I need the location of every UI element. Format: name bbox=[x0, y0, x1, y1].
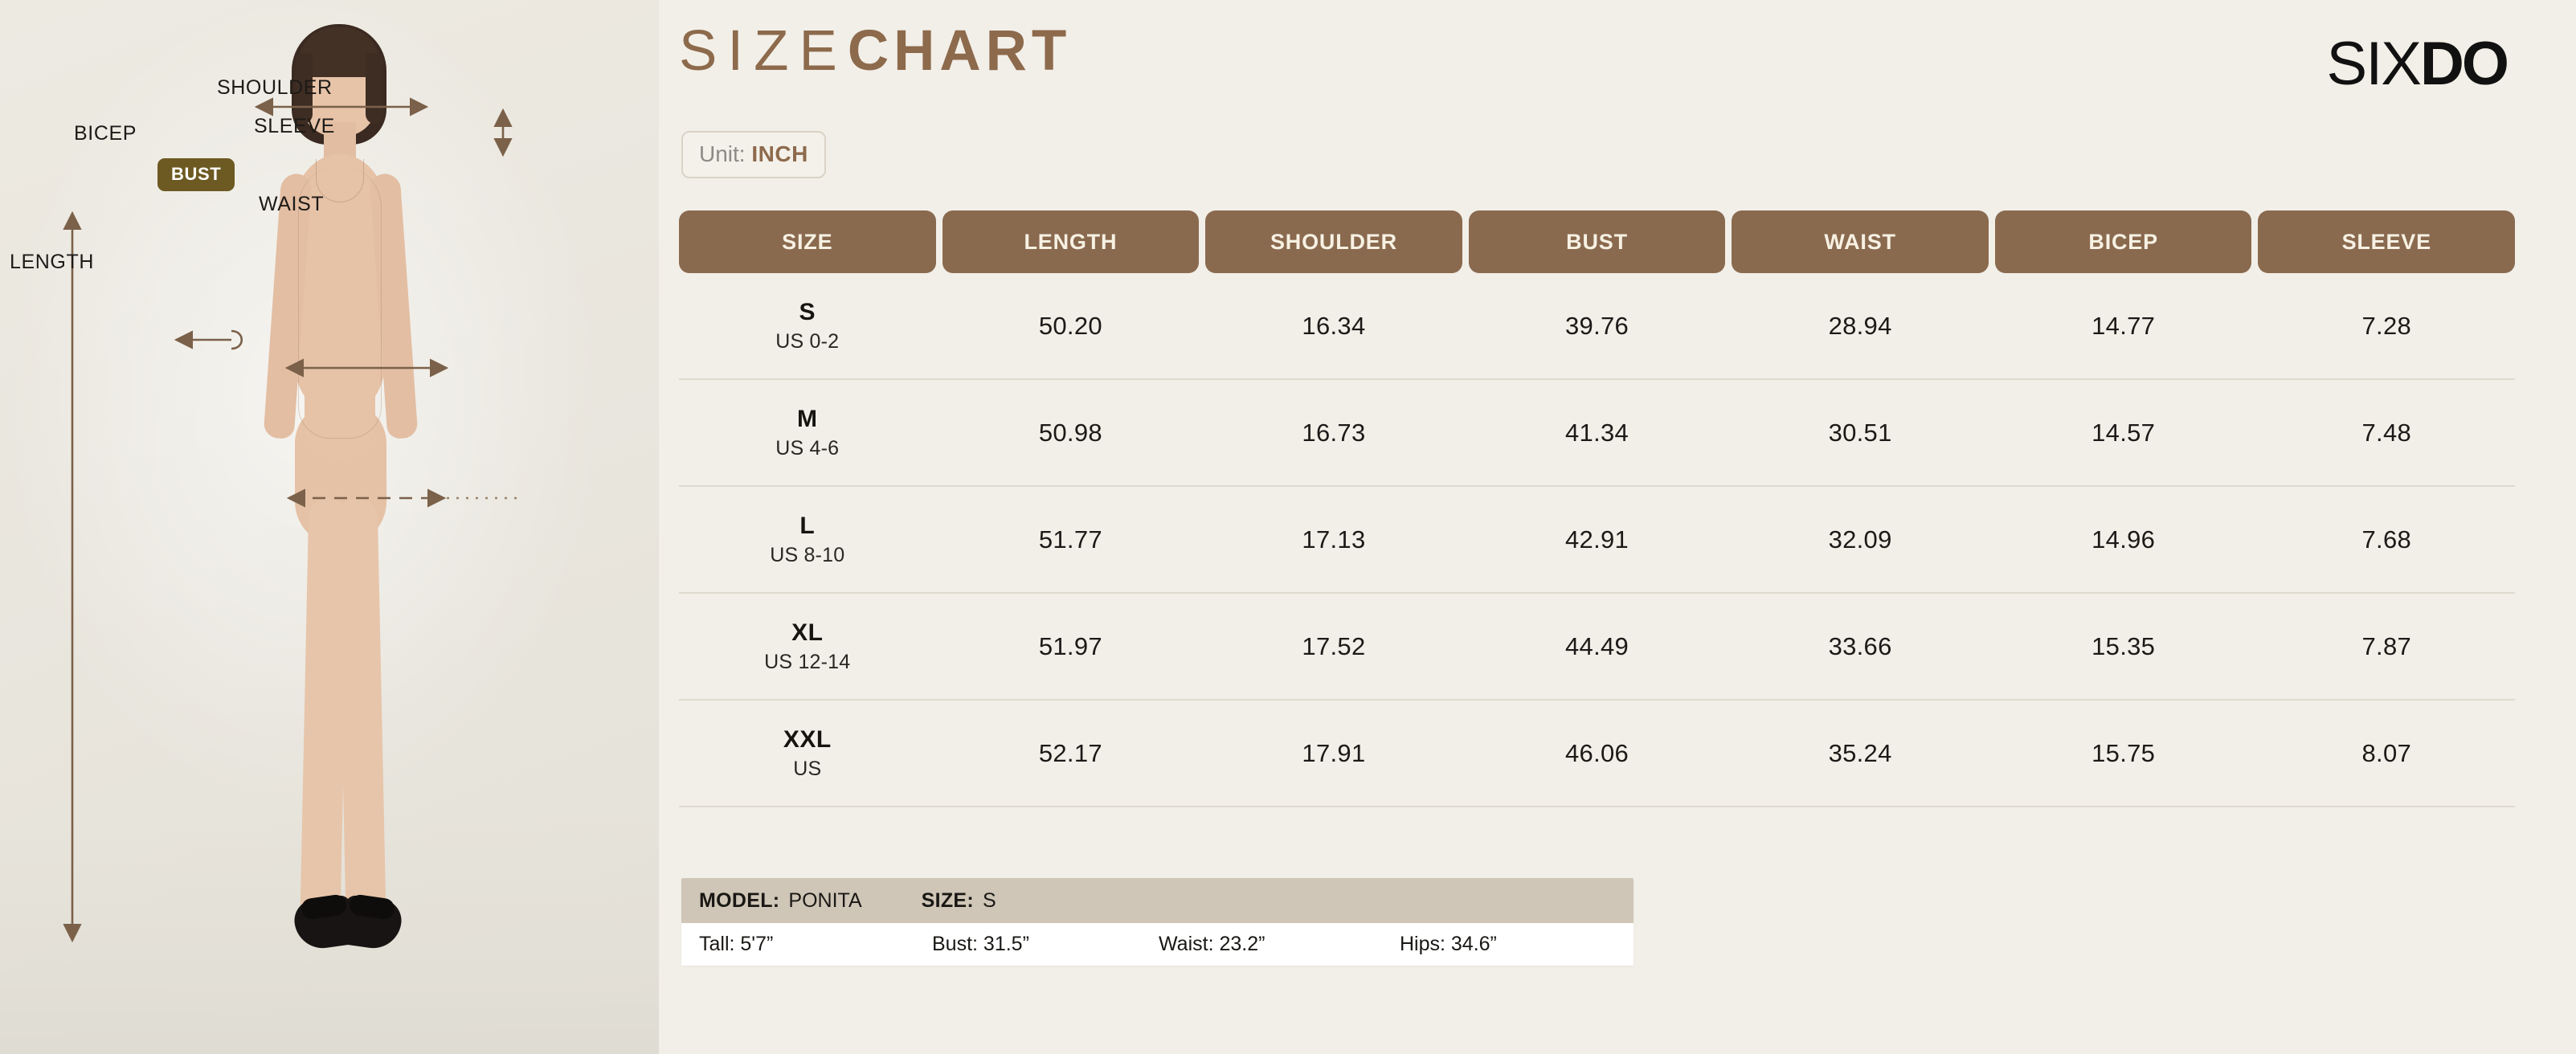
column-header-bicep: BICEP bbox=[1994, 210, 2252, 273]
size-us: US 4-6 bbox=[775, 436, 840, 460]
cell-sleeve: 7.87 bbox=[2361, 631, 2412, 660]
cell-length: 50.20 bbox=[1038, 311, 1102, 340]
model-waist: Waist: 23.2” bbox=[1159, 933, 1266, 955]
size-label: XL bbox=[791, 619, 824, 646]
cell-bicep: 14.96 bbox=[2091, 525, 2156, 554]
model-leg-right bbox=[337, 497, 386, 917]
label-length: LENGTH bbox=[10, 251, 95, 273]
cell-waist: 35.24 bbox=[1828, 738, 1892, 767]
cell-shoulder: 17.13 bbox=[1302, 525, 1366, 554]
model-label: MODEL: bbox=[699, 889, 780, 912]
cell-length: 52.17 bbox=[1038, 738, 1102, 767]
size-us: US 12-14 bbox=[764, 650, 851, 673]
model-name: PONITA bbox=[788, 889, 862, 912]
cell-bicep: 14.77 bbox=[2091, 311, 2156, 340]
table-header-row: SIZE LENGTH SHOULDER BUST WAIST BICEP SL… bbox=[679, 210, 2516, 273]
table-row: L US 8-10 51.77 17.13 42.91 32.09 14.96 … bbox=[679, 487, 2515, 594]
cell-bust: 42.91 bbox=[1564, 525, 1629, 554]
cell-length: 51.97 bbox=[1038, 631, 1102, 660]
column-header-bust: BUST bbox=[1468, 210, 1726, 273]
model-size-label: SIZE: bbox=[921, 889, 975, 912]
cell-waist: 28.94 bbox=[1828, 311, 1892, 340]
model-hips: Hips: 34.6” bbox=[1400, 933, 1497, 955]
cell-length: 50.98 bbox=[1038, 418, 1102, 447]
unit-label: Unit: bbox=[699, 141, 746, 166]
cell-size: M US 4-6 bbox=[679, 406, 936, 460]
size-label: M bbox=[797, 405, 818, 432]
size-us: US bbox=[793, 757, 822, 780]
cell-length: 51.77 bbox=[1038, 525, 1102, 554]
column-header-waist: WAIST bbox=[1732, 210, 1989, 273]
page-title: SIZECHART bbox=[679, 22, 1071, 80]
chart-content: SIZECHART Unit: INCH SIXDO SIZE LENGTH S… bbox=[659, 0, 2576, 1054]
cell-size: L US 8-10 bbox=[679, 513, 936, 567]
logo-six: SIX bbox=[2326, 30, 2422, 98]
unit-value: INCH bbox=[751, 141, 808, 166]
model-size-value: S bbox=[983, 889, 996, 912]
label-shoulder: SHOULDER bbox=[217, 76, 333, 99]
cell-sleeve: 8.07 bbox=[2361, 738, 2412, 767]
cell-bust: 39.76 bbox=[1564, 311, 1629, 340]
logo-do: DO bbox=[2420, 30, 2509, 98]
column-header-length: LENGTH bbox=[942, 210, 1200, 273]
table-row: S US 0-2 50.20 16.34 39.76 28.94 14.77 7… bbox=[679, 273, 2515, 380]
size-table: SIZE LENGTH SHOULDER BUST WAIST BICEP SL… bbox=[679, 210, 2516, 807]
cell-shoulder: 17.52 bbox=[1302, 631, 1366, 660]
column-header-shoulder: SHOULDER bbox=[1205, 210, 1462, 273]
model-tall: Tall: 5'7” bbox=[699, 933, 774, 955]
model-neckline-outline bbox=[316, 159, 364, 202]
cell-bust: 46.06 bbox=[1564, 738, 1629, 767]
model-info-box: MODEL: PONITA SIZE: S Tall: 5'7” Bust: 3… bbox=[681, 878, 1634, 966]
model-measurements: Tall: 5'7” Bust: 31.5” Waist: 23.2” Hips… bbox=[681, 923, 1634, 966]
size-us: US 0-2 bbox=[775, 329, 840, 353]
model-photo-panel: SHOULDER SLEEVE BICEP BUST WAIST LENGTH bbox=[0, 0, 659, 1054]
table-row: M US 4-6 50.98 16.73 41.34 30.51 14.57 7… bbox=[679, 380, 2515, 487]
cell-bust: 44.49 bbox=[1564, 631, 1629, 660]
cell-shoulder: 16.34 bbox=[1302, 311, 1366, 340]
title-size: SIZE bbox=[679, 19, 848, 83]
cell-size: S US 0-2 bbox=[679, 299, 936, 353]
size-label: S bbox=[799, 298, 816, 325]
cell-size: XL US 12-14 bbox=[679, 619, 936, 674]
label-sleeve: SLEEVE bbox=[254, 115, 335, 137]
cell-shoulder: 16.73 bbox=[1302, 418, 1366, 447]
sixdo-logo: SIXDO bbox=[2327, 34, 2510, 95]
cell-waist: 30.51 bbox=[1828, 418, 1892, 447]
cell-sleeve: 7.48 bbox=[2361, 418, 2412, 447]
model-bust: Bust: 31.5” bbox=[932, 933, 1029, 955]
cell-waist: 32.09 bbox=[1828, 525, 1892, 554]
size-label: L bbox=[799, 512, 816, 539]
table-row: XXL US 52.17 17.91 46.06 35.24 15.75 8.0… bbox=[679, 701, 2515, 807]
cell-bust: 41.34 bbox=[1564, 418, 1629, 447]
label-bicep: BICEP bbox=[74, 122, 137, 145]
cell-bicep: 15.75 bbox=[2091, 738, 2156, 767]
label-waist: WAIST bbox=[259, 193, 325, 215]
cell-sleeve: 7.68 bbox=[2361, 525, 2412, 554]
model-info-header: MODEL: PONITA SIZE: S bbox=[681, 878, 1634, 923]
cell-sleeve: 7.28 bbox=[2361, 311, 2412, 340]
cell-waist: 33.66 bbox=[1828, 631, 1892, 660]
title-chart: CHART bbox=[847, 19, 1072, 83]
label-bust: BUST bbox=[157, 158, 235, 191]
cell-shoulder: 17.91 bbox=[1302, 738, 1366, 767]
cell-bicep: 14.57 bbox=[2091, 418, 2156, 447]
size-us: US 8-10 bbox=[770, 543, 845, 566]
size-label: XXL bbox=[783, 725, 832, 753]
cell-bicep: 15.35 bbox=[2091, 631, 2156, 660]
cell-size: XXL US bbox=[679, 726, 936, 781]
model-figure bbox=[221, 16, 462, 1054]
column-header-size: SIZE bbox=[679, 210, 936, 273]
model-bodysuit-outline bbox=[298, 165, 382, 439]
column-header-sleeve: SLEEVE bbox=[2258, 210, 2516, 273]
unit-badge[interactable]: Unit: INCH bbox=[681, 131, 826, 178]
table-row: XL US 12-14 51.97 17.52 44.49 33.66 15.3… bbox=[679, 594, 2515, 701]
model-hair-right bbox=[366, 53, 383, 124]
